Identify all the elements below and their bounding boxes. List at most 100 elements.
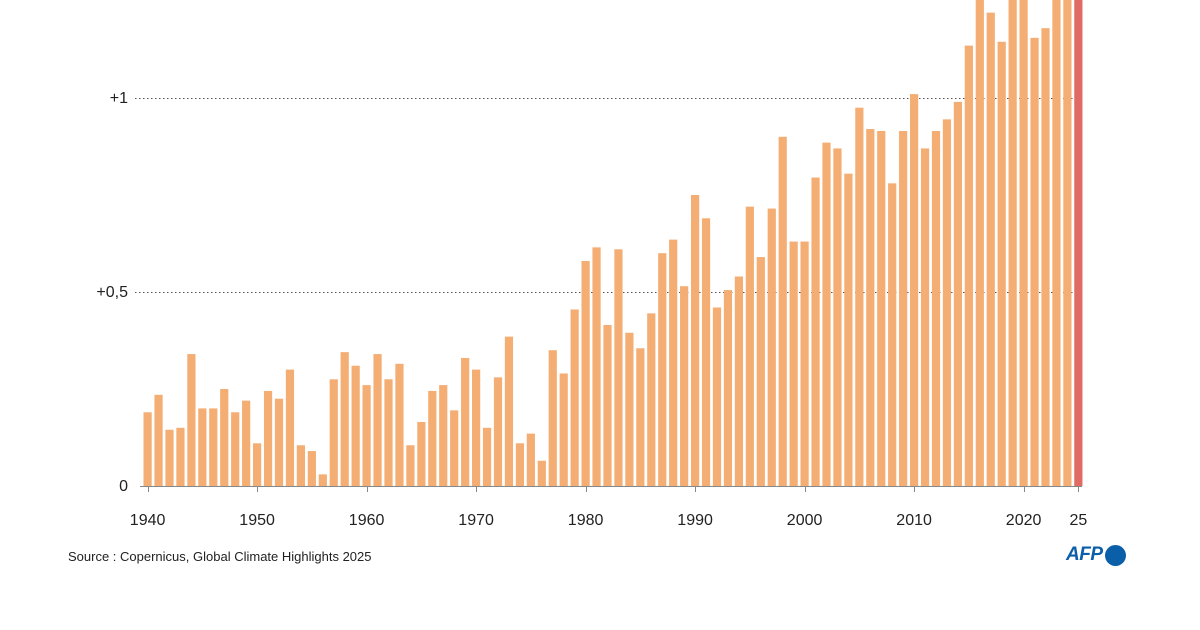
bar-1956: [318, 474, 327, 486]
bar-2006: [866, 129, 875, 487]
x-tick-label: 2020: [1006, 512, 1042, 529]
bar-1973: [504, 336, 514, 486]
y-tick-label: 0: [119, 478, 128, 495]
y-axis-labels: 0 +0,5 +1: [96, 90, 128, 495]
bar-2019: [1008, 0, 1017, 486]
bar-1965: [417, 421, 426, 486]
bar-1952: [274, 398, 284, 486]
bar-1974: [515, 443, 524, 486]
y-tick-label: +0,5: [96, 284, 128, 301]
y-tick-label: +1: [110, 90, 128, 107]
bar-1944: [187, 354, 196, 486]
x-tick-label: 1990: [677, 512, 713, 529]
bar-2017: [986, 12, 995, 486]
x-axis: [140, 486, 1082, 492]
bar-1999: [789, 241, 798, 486]
bar-2007: [877, 130, 886, 487]
bar-1992: [712, 307, 722, 486]
bar-1961: [373, 354, 382, 486]
x-tick-label: 1970: [458, 512, 494, 529]
bar-1998: [778, 136, 787, 487]
bar-1953: [285, 369, 295, 486]
bar-1972: [493, 377, 503, 486]
bar-1960: [362, 385, 371, 486]
bar-1967: [439, 385, 448, 486]
bar-1964: [406, 445, 415, 486]
bar-1954: [296, 445, 305, 486]
bar-2018: [997, 41, 1006, 487]
bar-1978: [559, 373, 568, 486]
x-tick-label: 2010: [896, 512, 932, 529]
temperature-anomaly-bar-chart: 0 +0,5 +1 1940 1950 1960 1970 1980 1990 2000 2010…: [96, 0, 1088, 529]
bar-1990: [691, 195, 700, 486]
bar-1984: [625, 332, 634, 486]
bar-2016: [975, 0, 984, 486]
afp-logo: AFP: [1066, 543, 1126, 567]
bar-1985: [636, 348, 645, 486]
bar-1991: [701, 218, 711, 486]
bar-1993: [723, 290, 733, 486]
bar-2009: [899, 130, 908, 487]
bar-2008: [888, 183, 897, 487]
bar-1948: [231, 412, 240, 486]
bar-2015: [964, 45, 973, 487]
bar-1994: [734, 276, 743, 486]
bar-2001: [811, 177, 820, 487]
bar-1989: [680, 286, 689, 486]
bar-1979: [570, 309, 579, 486]
bar-2000: [800, 241, 809, 486]
bar-1968: [450, 410, 459, 486]
bar-2020: [1019, 0, 1028, 486]
bar-2004: [844, 173, 853, 486]
bar-1995: [745, 206, 754, 486]
x-axis-labels: 1940 1950 1960 1970 1980 1990 2000 2010 2020 25: [130, 512, 1088, 529]
bar-1966: [428, 390, 437, 486]
bar-1983: [614, 249, 623, 486]
bar-2002: [822, 142, 831, 486]
bar-2003: [833, 148, 842, 486]
x-tick-label: 1960: [349, 512, 385, 529]
bar-highlight-2025: [1074, 0, 1083, 486]
bar-2005: [855, 107, 864, 486]
bar-2022: [1041, 28, 1050, 486]
bar-1981: [592, 247, 601, 486]
bar-1970: [472, 369, 481, 486]
bar-1946: [209, 408, 218, 486]
source-note: Source : Copernicus, Global Climate High…: [68, 549, 372, 564]
bar-1945: [198, 408, 207, 486]
bar-1987: [658, 253, 667, 486]
bar-1943: [176, 427, 185, 486]
bar-2023: [1052, 0, 1061, 486]
bar-1996: [756, 257, 765, 486]
bar-2011: [920, 148, 930, 486]
afp-logo-dot-icon: [1104, 544, 1126, 566]
bar-1982: [603, 324, 612, 486]
bar-2014: [953, 101, 962, 486]
bars: [143, 0, 1083, 487]
bar-1942: [165, 429, 174, 486]
bar-1997: [767, 208, 776, 486]
bar-1969: [461, 357, 470, 486]
bar-2012: [931, 130, 941, 487]
bar-1975: [526, 433, 535, 486]
bar-1947: [220, 389, 229, 486]
bar-2010: [910, 94, 919, 487]
bar-1963: [395, 363, 404, 486]
bar-1951: [263, 390, 273, 486]
x-tick-label: 2000: [787, 512, 823, 529]
x-tick-label: 25: [1069, 512, 1087, 529]
bar-1957: [329, 379, 338, 486]
bar-1959: [351, 365, 360, 486]
bar-1949: [242, 400, 251, 486]
bar-1940: [143, 412, 152, 486]
bar-2013: [942, 119, 952, 486]
bar-1977: [548, 350, 557, 486]
bar-1955: [307, 451, 316, 486]
bar-1976: [537, 460, 546, 486]
x-tick-label: 1980: [568, 512, 604, 529]
bar-1950: [253, 443, 262, 486]
x-tick-label: 1940: [130, 512, 166, 529]
bar-1988: [669, 239, 678, 486]
x-tick-label: 1950: [239, 512, 275, 529]
